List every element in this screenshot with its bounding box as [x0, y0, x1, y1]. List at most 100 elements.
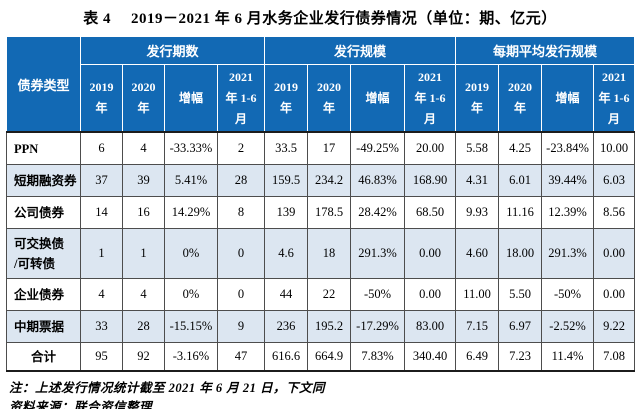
value-cell-r3-c1: 1: [122, 228, 165, 279]
value-cell-r0-c11: 10.00: [593, 131, 636, 165]
value-cell-r5-c8: 7.15: [455, 310, 500, 343]
source-line: 资料来源：联合资信整理: [9, 400, 153, 409]
value-cell-r1-c5: 234.2: [307, 164, 352, 197]
sub-header-g0-c2: 增幅: [164, 64, 218, 133]
value-cell-r6-c0: 95: [80, 342, 123, 372]
value-cell-r5-c11: 9.22: [593, 310, 636, 343]
value-cell-r3-c9: 18.00: [498, 228, 543, 279]
value-cell-r4-c11: 0.00: [593, 278, 636, 311]
value-cell-r6-c3: 47: [216, 342, 266, 372]
value-cell-r6-c1: 92: [122, 342, 165, 372]
value-cell-r4-c7: 0.00: [404, 278, 457, 311]
sub-header-g0-c3: 2021 年 1-6 月: [216, 64, 266, 133]
table-row: 公司债券 14 16 14.29% 8 139 178.5 28.42% 68.50 9.93 11…: [6, 196, 636, 229]
value-cell-r2-c6: 28.42%: [350, 196, 406, 229]
value-cell-r4-c2: 0%: [164, 278, 218, 311]
bond-type-label: 合计: [6, 342, 81, 372]
bond-type-label: 可交换债/可转债: [6, 228, 81, 279]
table-footnotes: 注：上述发行情况统计截至 2021 年 6 月 21 日，下文同 资料来源：联合…: [9, 379, 640, 409]
value-cell-r3-c7: 0.00: [404, 228, 457, 279]
table-row: 中期票据 33 28 -15.15% 9 236 195.2 -17.29% 83.00 7.15…: [6, 310, 636, 343]
value-cell-r0-c4: 33.5: [264, 131, 309, 165]
value-cell-r0-c6: -49.25%: [350, 131, 406, 165]
value-cell-r6-c6: 7.83%: [350, 342, 406, 372]
table-row: 可交换债/可转债 1 1 0% 0 4.6 18 291.3% 0.00 4.60 18.00 291…: [6, 228, 636, 279]
value-cell-r0-c1: 4: [122, 131, 165, 165]
value-cell-r3-c5: 18: [307, 228, 352, 279]
value-cell-r1-c4: 159.5: [264, 164, 309, 197]
value-cell-r5-c5: 195.2: [307, 310, 352, 343]
value-cell-r5-c7: 83.00: [404, 310, 457, 343]
table-title: 表 4 2019－2021 年 6 月水务企业发行债券情况（单位：期、亿元）: [0, 0, 640, 28]
value-cell-r4-c8: 11.00: [455, 278, 500, 311]
value-cell-r4-c6: -50%: [350, 278, 406, 311]
sub-header-g1-c2: 增幅: [350, 64, 406, 133]
sub-header-g2-c0: 2019 年: [455, 64, 500, 133]
sub-header-g1-c3: 2021 年 1-6 月: [404, 64, 457, 133]
value-cell-r0-c0: 6: [80, 131, 123, 165]
value-cell-r6-c4: 616.6: [264, 342, 309, 372]
value-cell-r6-c8: 6.49: [455, 342, 500, 372]
table-number: 表 4: [83, 11, 111, 27]
value-cell-r1-c7: 168.90: [404, 164, 457, 197]
bond-type-label: 短期融资券: [6, 164, 81, 197]
value-cell-r6-c2: -3.16%: [164, 342, 218, 372]
value-cell-r5-c10: -2.52%: [541, 310, 595, 343]
table-row: 企业债券 4 4 0% 0 44 22 -50% 0.00 11.00 5.50 -50% 0.00: [6, 278, 636, 311]
value-cell-r1-c11: 6.03: [593, 164, 636, 197]
value-cell-r3-c2: 0%: [164, 228, 218, 279]
value-cell-r2-c4: 139: [264, 196, 309, 229]
value-cell-r3-c8: 4.60: [455, 228, 500, 279]
value-cell-r2-c8: 9.93: [455, 196, 500, 229]
sub-header-g2-c1: 2020 年: [498, 64, 543, 133]
value-cell-r5-c4: 236: [264, 310, 309, 343]
value-cell-r1-c9: 6.01: [498, 164, 543, 197]
value-cell-r6-c5: 664.9: [307, 342, 352, 372]
value-cell-r4-c9: 5.50: [498, 278, 543, 311]
value-cell-r4-c0: 4: [80, 278, 123, 311]
value-cell-r5-c9: 6.97: [498, 310, 543, 343]
table-body: PPN 6 4 -33.33% 2 33.5 17 -49.25% 20.00 5.58 4.25-…: [6, 131, 636, 372]
value-cell-r5-c3: 9: [216, 310, 266, 343]
value-cell-r5-c6: -17.29%: [350, 310, 406, 343]
value-cell-r1-c10: 39.44%: [541, 164, 595, 197]
value-cell-r6-c11: 7.08: [593, 342, 636, 372]
value-cell-r2-c7: 68.50: [404, 196, 457, 229]
value-cell-r5-c2: -15.15%: [164, 310, 218, 343]
value-cell-r1-c8: 4.31: [455, 164, 500, 197]
value-cell-r5-c0: 33: [80, 310, 123, 343]
value-cell-r2-c1: 16: [122, 196, 165, 229]
value-cell-r0-c2: -33.33%: [164, 131, 218, 165]
value-cell-r3-c6: 291.3%: [350, 228, 406, 279]
value-cell-r2-c2: 14.29%: [164, 196, 218, 229]
value-cell-r2-c9: 11.16: [498, 196, 543, 229]
value-cell-r1-c6: 46.83%: [350, 164, 406, 197]
sub-header-g0-c1: 2020 年: [122, 64, 165, 133]
bond-type-label: 企业债券: [6, 278, 81, 311]
group-header-1: 发行规模: [264, 36, 457, 65]
value-cell-r3-c11: 0.00: [593, 228, 636, 279]
sub-header-g1-c1: 2020 年: [307, 64, 352, 133]
value-cell-r3-c3: 0: [216, 228, 266, 279]
table-row: PPN 6 4 -33.33% 2 33.5 17 -49.25% 20.00 5.58 4.25-…: [6, 131, 636, 165]
bond-type-label: 公司债券: [6, 196, 81, 229]
value-cell-r4-c1: 4: [122, 278, 165, 311]
group-header-0: 发行期数: [79, 36, 266, 65]
value-cell-r4-c5: 22: [307, 278, 352, 311]
sub-header-g0-c0: 2019 年: [80, 64, 123, 133]
value-cell-r0-c5: 17: [307, 131, 352, 165]
value-cell-r6-c9: 7.23: [498, 342, 543, 372]
value-cell-r0-c10: -23.84%: [541, 131, 595, 165]
value-cell-r0-c3: 2: [216, 131, 266, 165]
value-cell-r2-c10: 12.39%: [541, 196, 595, 229]
value-cell-r3-c4: 4.6: [264, 228, 309, 279]
value-cell-r2-c11: 8.56: [593, 196, 636, 229]
value-cell-r2-c5: 178.5: [307, 196, 352, 229]
sub-header-g2-c2: 增幅: [541, 64, 595, 133]
value-cell-r6-c7: 340.40: [404, 342, 457, 372]
value-cell-r4-c3: 0: [216, 278, 266, 311]
table-header: 债券类型 发行期数 发行规模 每期平均发行规模 2019 年 2020 年增幅 2021 年 1…: [6, 36, 636, 133]
value-cell-r3-c0: 1: [80, 228, 123, 279]
bond-type-label: 中期票据: [6, 310, 81, 343]
